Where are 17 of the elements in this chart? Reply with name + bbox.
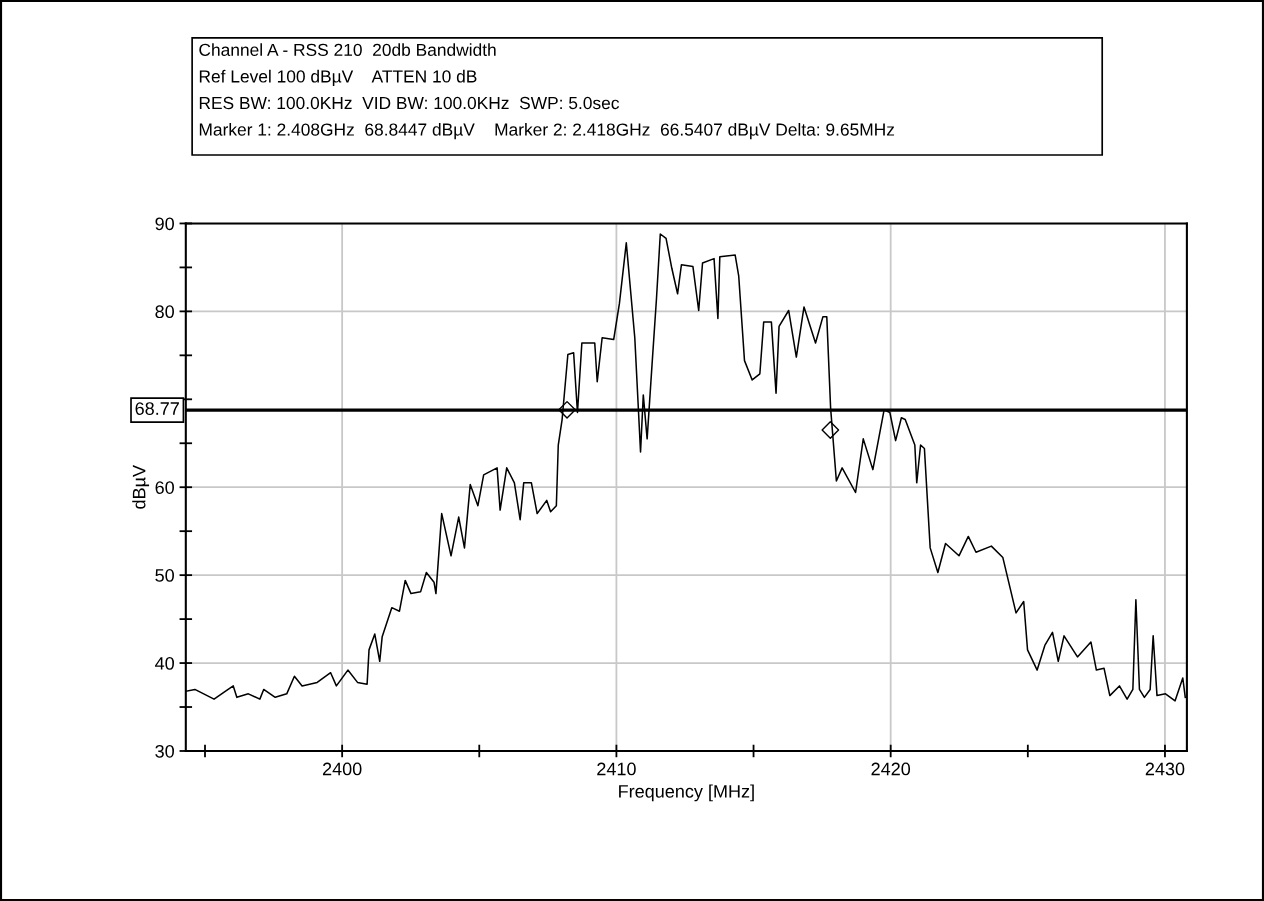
y-tick-label: 80 [155, 305, 174, 319]
text: Marker 1: 2.408GHz 68.8447 dBµV Marker 2: 2.418GHz 66.5407 dBµV Delta: 9.65MHz [199, 122, 895, 140]
x-axis-title: Frequency [MHz] [619, 784, 754, 802]
y-tick-label: 30 [155, 744, 174, 758]
x-tick-label: 2420 [871, 762, 911, 776]
text: RES BW: 100.0KHz VID BW: 100.0KHz SWP: 5.0sec [199, 96, 620, 110]
y-tick-label: 90 [155, 217, 174, 231]
x-tick-label: 2430 [1145, 762, 1185, 776]
text: Ref Level 100 dBµV ATTEN 10 dB [199, 69, 477, 87]
ref-line-label: 68.77 [135, 402, 179, 415]
y-axis-title: dBµV [132, 465, 150, 509]
x-tick-label: 2410 [597, 762, 636, 776]
y-tick-label: 40 [155, 657, 174, 670]
x-tick-label: 2400 [322, 762, 362, 776]
text: Channel A - RSS 210 20db Bandwidth [199, 43, 496, 56]
y-tick-label: 50 [155, 569, 174, 582]
y-tick-label: 60 [155, 481, 174, 494]
